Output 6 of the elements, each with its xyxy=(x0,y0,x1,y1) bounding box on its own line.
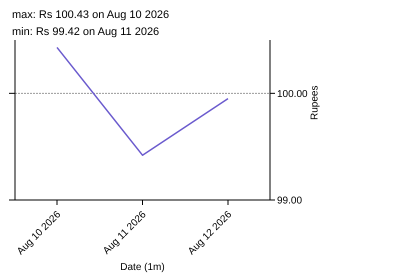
text: max: Rs 100.43 on Aug 10 2026 xyxy=(12,9,170,21)
text: min: Rs 99.42 on Aug 11 2026 xyxy=(12,26,160,38)
y-axis-title: Rupees xyxy=(310,86,321,120)
y-tick-label: 99.00 xyxy=(277,196,302,207)
y-tick-label: 100.00 xyxy=(277,88,308,100)
x-axis-title: Date (1m) xyxy=(120,262,165,273)
